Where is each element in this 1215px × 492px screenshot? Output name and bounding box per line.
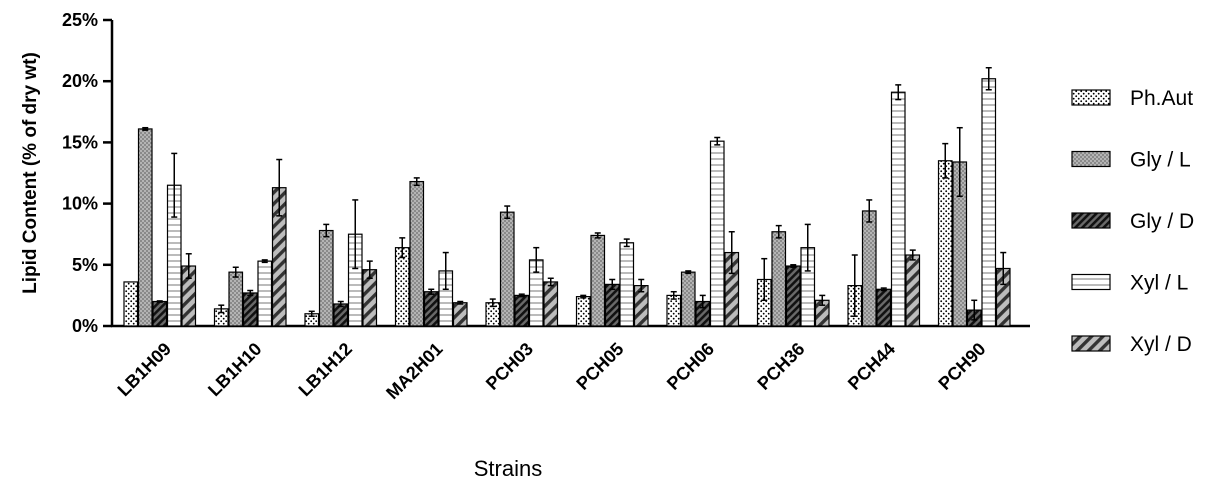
y-tick-label: 15% <box>62 132 98 152</box>
legend-label-1: Gly / L <box>1130 149 1191 172</box>
x-tick-label: PCH90 <box>934 339 989 394</box>
bar-pch90-series-3 <box>981 78 997 327</box>
legend: Ph.Aut Gly / L Gly / D Xyl / L Xyl / D <box>1071 87 1194 356</box>
x-tick-label: LB1H09 <box>114 339 176 401</box>
bars <box>123 66 1011 327</box>
legend-swatch-2 <box>1071 212 1111 229</box>
x-tick-label: LB1H10 <box>204 339 266 401</box>
bar-lb1h10-series-3 <box>257 260 273 327</box>
bar-ma2h01-series-4 <box>452 302 468 327</box>
y-axis-label: Lipid Content (% of dry wt) <box>20 52 41 294</box>
bar-pch44-series-1 <box>861 210 877 327</box>
bar-lb1h10-series-2 <box>242 292 258 327</box>
legend-swatch-0 <box>1071 89 1111 106</box>
y-tick-label: 0% <box>72 316 98 336</box>
y-tick-label: 25% <box>62 10 98 30</box>
x-tick-label: MA2H01 <box>382 339 446 403</box>
bar-lb1h10-series-1 <box>228 271 244 327</box>
bar-pch36-series-1 <box>771 231 787 327</box>
bar-pch44-series-3 <box>890 91 906 327</box>
legend-label-2: Gly / D <box>1130 210 1194 233</box>
x-tick-label: PCH06 <box>663 339 718 394</box>
x-tick-label: PCH36 <box>753 339 808 394</box>
bar-pch06-series-3 <box>709 140 725 327</box>
bar-ma2h01-series-0 <box>394 247 410 327</box>
y-tick-label: 5% <box>72 255 98 275</box>
bar-lb1h12-series-2 <box>333 303 349 327</box>
bar-lb1h09-series-1 <box>137 128 153 327</box>
bar-pch03-series-2 <box>514 294 530 327</box>
bar-lb1h12-series-1 <box>318 229 334 327</box>
bar-pch05-series-3 <box>619 242 635 327</box>
legend-swatch-3 <box>1071 273 1111 291</box>
legend-label-0: Ph.Aut <box>1130 87 1193 110</box>
bar-pch05-series-2 <box>604 283 620 327</box>
bar-lb1h09-series-2 <box>152 300 168 327</box>
bar-pch44-series-2 <box>876 288 892 327</box>
bar-pch03-series-1 <box>499 211 515 327</box>
bar-pch05-series-0 <box>575 296 591 327</box>
x-tick-label: PCH03 <box>482 339 537 394</box>
bar-pch90-series-0 <box>937 160 953 327</box>
bar-lb1h09-series-0 <box>123 281 139 327</box>
bar-pch06-series-0 <box>666 294 682 327</box>
bar-pch05-series-1 <box>590 234 606 327</box>
x-axis-label: Strains <box>474 456 542 481</box>
legend-swatch-4 <box>1071 335 1111 352</box>
bar-ma2h01-series-1 <box>409 180 425 327</box>
legend-swatch-1 <box>1071 150 1111 168</box>
bar-ma2h01-series-2 <box>423 291 439 327</box>
bar-pch03-series-4 <box>543 281 559 327</box>
bar-pch06-series-1 <box>680 271 696 327</box>
y-tick-label: 10% <box>62 194 98 214</box>
x-tick-label: LB1H12 <box>295 339 357 401</box>
bar-pch44-series-4 <box>905 254 921 327</box>
legend-label-3: Xyl / L <box>1130 272 1188 295</box>
x-tick-label: PCH05 <box>572 339 627 394</box>
bar-pch36-series-2 <box>785 265 801 327</box>
y-tick-label: 20% <box>62 71 98 91</box>
x-tick-label: PCH44 <box>844 339 899 394</box>
legend-label-4: Xyl / D <box>1130 333 1192 356</box>
